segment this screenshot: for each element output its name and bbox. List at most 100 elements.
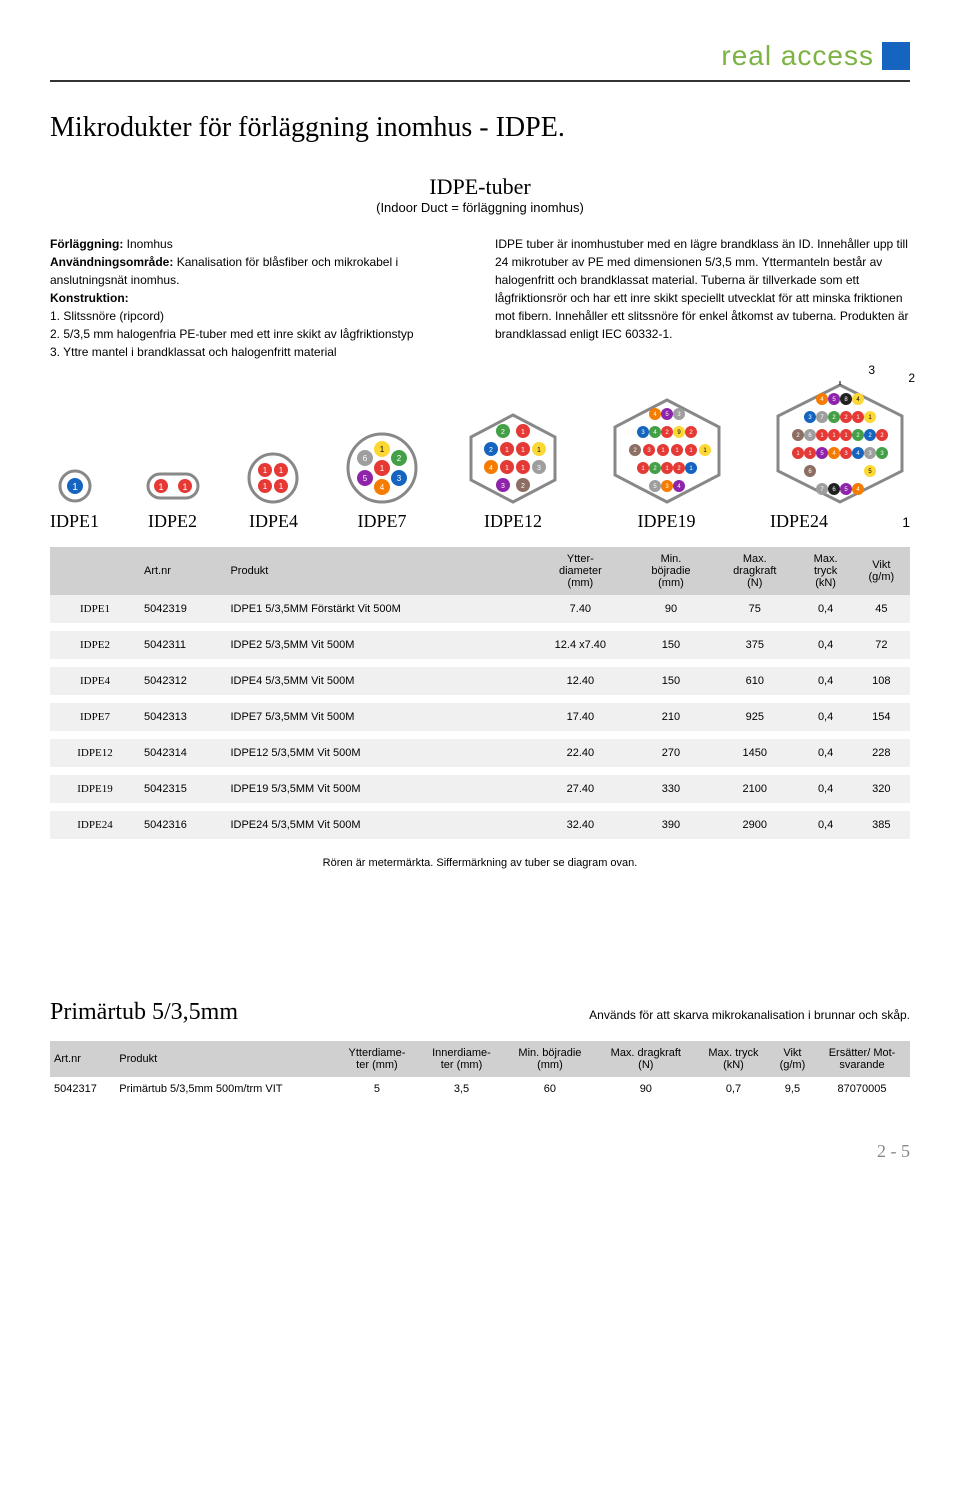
page-title: Mikrodukter för förläggning inomhus - ID… <box>50 112 910 144</box>
idpe7-diagram: 1 1 2 3 4 5 6 <box>345 431 420 506</box>
th: Max. dragkraft (N) <box>711 547 798 595</box>
svg-text:1: 1 <box>182 482 187 492</box>
row-label: IDPE12 <box>50 735 140 771</box>
td: 5042311 <box>140 627 226 663</box>
td: IDPE2 5/3,5MM Vit 500M <box>226 627 529 663</box>
divider <box>50 80 910 82</box>
td: 5042314 <box>140 735 226 771</box>
td: 0,4 <box>799 595 853 627</box>
svg-text:2: 2 <box>521 483 525 490</box>
construction-item: 2. 5/3,5 mm halogenfria PE-tuber med ett… <box>50 325 465 343</box>
td: 5042315 <box>140 771 226 807</box>
table-row: IDPE19 5042315 IDPE19 5/3,5MM Vit 500M 2… <box>50 771 910 807</box>
primar-desc: Används för att skarva mikrokanalisation… <box>589 1008 910 1022</box>
td: 0,7 <box>696 1077 771 1101</box>
svg-text:5: 5 <box>362 474 367 483</box>
svg-text:1: 1 <box>279 482 284 491</box>
svg-text:1: 1 <box>263 466 268 475</box>
svg-text:1: 1 <box>505 447 509 454</box>
td: 90 <box>631 595 711 627</box>
diagram-label: IDPE4 <box>246 511 301 532</box>
svg-text:1: 1 <box>72 482 78 493</box>
td: 3,5 <box>419 1077 505 1101</box>
td: 75 <box>711 595 798 627</box>
svg-text:4: 4 <box>489 465 493 472</box>
td: IDPE4 5/3,5MM Vit 500M <box>226 663 529 699</box>
td: 0,4 <box>799 627 853 663</box>
td: 375 <box>711 627 798 663</box>
brand-logo: real access <box>50 40 910 72</box>
label: Konstruktion: <box>50 291 129 305</box>
td: 87070005 <box>814 1077 910 1101</box>
td: 5042316 <box>140 807 226 843</box>
th: Ytterdiame- ter (mm) <box>335 1041 418 1077</box>
td: 228 <box>853 735 910 771</box>
td: 0,4 <box>799 735 853 771</box>
th: Ersätter/ Mot- svarande <box>814 1041 910 1077</box>
row-label: IDPE7 <box>50 699 140 735</box>
label: Förläggning: <box>50 237 123 251</box>
row-label: IDPE19 <box>50 771 140 807</box>
logo-mark-icon <box>882 42 910 70</box>
td: 7.40 <box>530 595 631 627</box>
td: 385 <box>853 807 910 843</box>
primar-heading: Primärtub 5/3,5mm <box>50 999 238 1026</box>
diagrams-row: 1 IDPE1 1 1 IDPE2 1 1 1 1 IDPE4 <box>50 381 910 532</box>
td: 5042313 <box>140 699 226 735</box>
th: Max. tryck (kN) <box>799 547 853 595</box>
svg-text:2: 2 <box>489 447 493 454</box>
th: Vikt (g/m) <box>853 547 910 595</box>
td: 45 <box>853 595 910 627</box>
td: 154 <box>853 699 910 735</box>
td: 5042312 <box>140 663 226 699</box>
svg-text:3: 3 <box>537 465 541 472</box>
td: 2100 <box>711 771 798 807</box>
td: 320 <box>853 771 910 807</box>
td: 0,4 <box>799 699 853 735</box>
td: 5042317 <box>50 1077 115 1101</box>
td: 1450 <box>711 735 798 771</box>
svg-text:1: 1 <box>263 482 268 491</box>
construction-item: 1. Slitssnöre (ripcord) <box>50 307 465 325</box>
svg-text:1: 1 <box>158 482 163 492</box>
svg-text:3: 3 <box>396 474 401 483</box>
th: Min. böjradie (mm) <box>504 1041 595 1077</box>
primar-table: Art.nr Produkt Ytterdiame- ter (mm) Inne… <box>50 1041 910 1101</box>
th: Produkt <box>115 1041 335 1077</box>
td: 2900 <box>711 807 798 843</box>
svg-text:1: 1 <box>379 445 384 454</box>
annotation-1: 1 <box>902 514 910 530</box>
td: 12.40 <box>530 663 631 699</box>
svg-text:1: 1 <box>379 464 384 473</box>
td: 0,4 <box>799 771 853 807</box>
table-row: IDPE12 5042314 IDPE12 5/3,5MM Vit 500M 2… <box>50 735 910 771</box>
diagram-label: IDPE19 <box>607 511 727 532</box>
table-row: IDPE4 5042312 IDPE4 5/3,5MM Vit 500M 12.… <box>50 663 910 699</box>
svg-text:4: 4 <box>379 483 384 492</box>
td: 610 <box>711 663 798 699</box>
td: 32.40 <box>530 807 631 843</box>
td: IDPE1 5/3,5MM Förstärkt Vit 500M <box>226 595 529 627</box>
svg-text:2: 2 <box>501 429 505 436</box>
table-row: IDPE7 5042313 IDPE7 5/3,5MM Vit 500M 17.… <box>50 699 910 735</box>
td: 210 <box>631 699 711 735</box>
td: 150 <box>631 663 711 699</box>
row-label: IDPE1 <box>50 595 140 627</box>
th: Vikt (g/m) <box>771 1041 814 1077</box>
logo-text: real access <box>721 40 874 72</box>
diagram-label: IDPE7 <box>345 511 420 532</box>
td: IDPE24 5/3,5MM Vit 500M <box>226 807 529 843</box>
td: 90 <box>596 1077 697 1101</box>
th: Max. tryck (kN) <box>696 1041 771 1077</box>
td: 5 <box>335 1077 418 1101</box>
th: Ytter- diameter (mm) <box>530 547 631 595</box>
td: 270 <box>631 735 711 771</box>
section-heading: IDPE-tuber <box>50 174 910 200</box>
td: IDPE12 5/3,5MM Vit 500M <box>226 735 529 771</box>
right-column: IDPE tuber är inomhustuber med en lägre … <box>495 235 910 361</box>
idpe1-diagram: 1 <box>55 466 95 506</box>
td: 0,4 <box>799 663 853 699</box>
section-subtitle: (Indoor Duct = förläggning inomhus) <box>50 200 910 215</box>
th: Max. dragkraft (N) <box>596 1041 697 1077</box>
td: 72 <box>853 627 910 663</box>
